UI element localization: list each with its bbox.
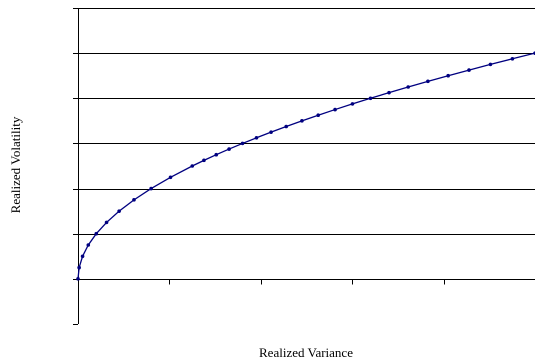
data-point <box>117 209 121 213</box>
data-point <box>132 198 136 202</box>
axis-layer <box>73 8 535 325</box>
data-point <box>168 175 173 180</box>
data-point <box>254 135 259 140</box>
data-point <box>368 96 373 101</box>
data-point <box>350 102 355 106</box>
data-point <box>284 124 289 129</box>
series-line <box>77 52 535 279</box>
data-point <box>86 243 91 247</box>
data-point <box>94 231 99 236</box>
data-point <box>76 277 80 281</box>
data-point <box>190 164 195 168</box>
series-layer <box>76 51 535 281</box>
data-point <box>387 90 391 95</box>
data-point <box>316 113 321 118</box>
data-point <box>406 85 410 89</box>
data-point <box>488 62 493 67</box>
data-point <box>77 265 81 270</box>
data-point <box>269 130 273 134</box>
data-point <box>446 73 450 78</box>
grid-layer <box>78 8 535 280</box>
data-point <box>426 79 430 84</box>
y-axis-title: Realized Volatility <box>8 116 23 213</box>
data-point <box>149 186 153 191</box>
data-point <box>104 220 109 225</box>
data-point <box>227 147 231 151</box>
data-point <box>202 158 206 163</box>
data-point <box>467 68 471 72</box>
data-point <box>333 107 337 112</box>
data-point <box>240 141 245 146</box>
data-point <box>214 152 219 157</box>
data-point <box>510 56 515 61</box>
data-point <box>300 119 304 123</box>
data-point <box>80 254 85 259</box>
x-axis-title: Realized Variance <box>259 345 353 360</box>
